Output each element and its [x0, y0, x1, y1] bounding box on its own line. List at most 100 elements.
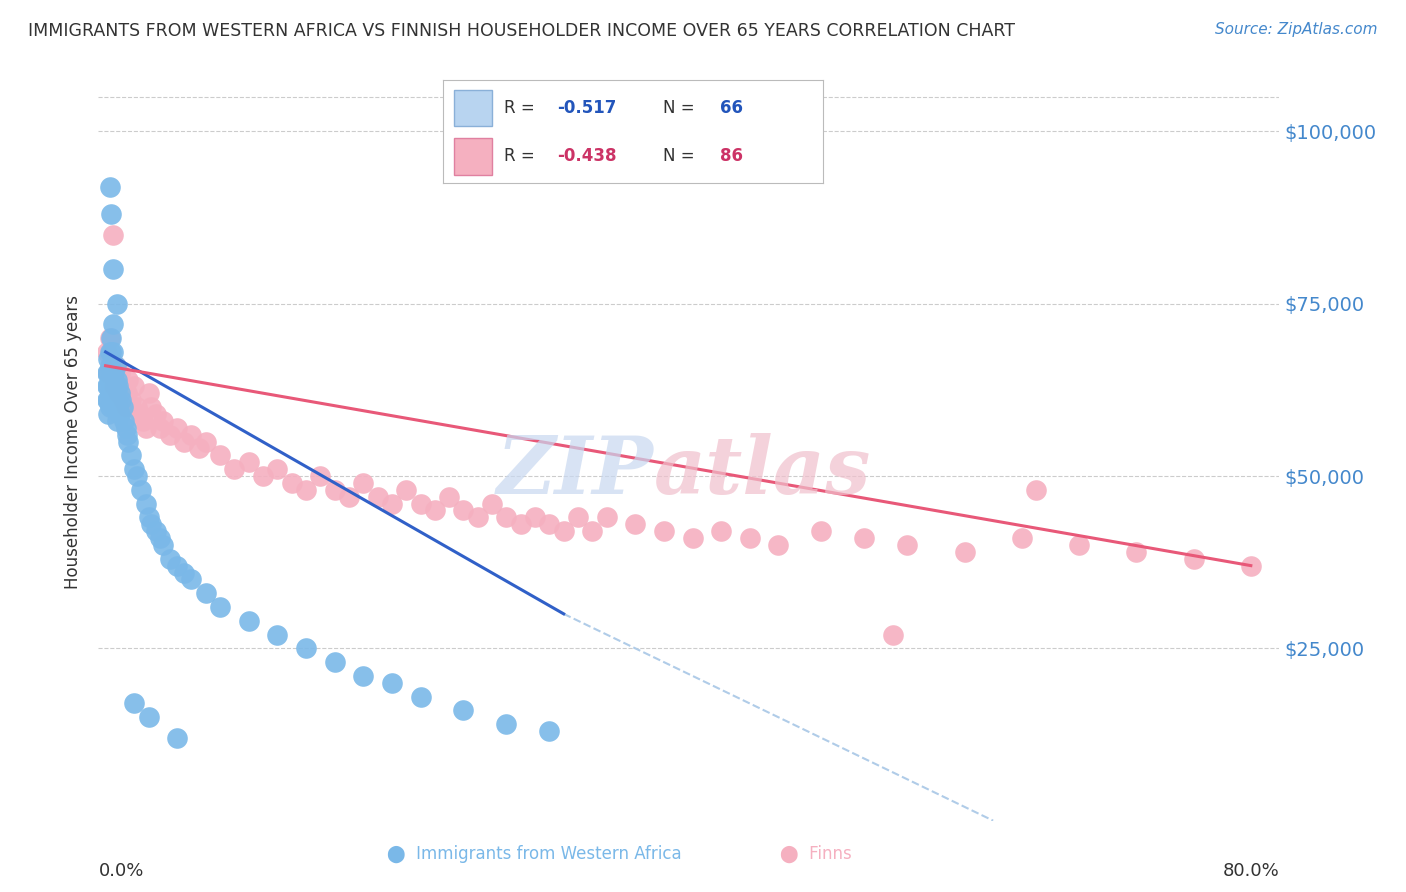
Point [98, 345, 121, 359]
Point [98, 386, 121, 401]
Point [104, 400, 127, 414]
Text: ⬤  Immigrants from Western Africa: ⬤ Immigrants from Western Africa [387, 846, 682, 863]
Point [120, 448, 142, 462]
Point [567, 510, 589, 524]
Point [101, 393, 124, 408]
Point [101, 345, 124, 359]
Point [107, 386, 129, 401]
Point [115, 386, 138, 401]
Point [352, 669, 374, 683]
Point [538, 517, 561, 532]
Point [682, 531, 704, 545]
Text: N =: N = [664, 147, 700, 165]
Point [103, 400, 125, 414]
Point [97, 393, 120, 408]
Point [367, 490, 389, 504]
Point [97, 379, 120, 393]
Point [152, 538, 174, 552]
Point [145, 407, 167, 421]
Point [131, 483, 153, 497]
Point [129, 407, 152, 421]
Point [98, 331, 121, 345]
Point [581, 524, 603, 538]
Point [101, 366, 124, 380]
Point [108, 386, 131, 401]
Text: IMMIGRANTS FROM WESTERN AFRICA VS FINNISH HOUSEHOLDER INCOME OVER 65 YEARS CORRE: IMMIGRANTS FROM WESTERN AFRICA VS FINNIS… [28, 22, 1015, 40]
Point [323, 483, 346, 497]
Point [122, 697, 145, 711]
Point [652, 524, 675, 538]
Point [953, 545, 976, 559]
Point [1240, 558, 1263, 573]
Point [423, 503, 446, 517]
Point [149, 531, 172, 545]
Point [337, 490, 360, 504]
Point [108, 366, 131, 380]
Point [624, 517, 647, 532]
Point [180, 573, 202, 587]
Text: ⬤  Finns: ⬤ Finns [779, 846, 852, 863]
Point [100, 351, 122, 366]
Point [135, 421, 157, 435]
Text: -0.517: -0.517 [557, 99, 616, 117]
Text: -0.438: -0.438 [557, 147, 616, 165]
Point [180, 427, 202, 442]
Point [768, 538, 790, 552]
Text: 0.0%: 0.0% [98, 863, 143, 880]
Point [738, 531, 761, 545]
Bar [454, 89, 492, 127]
Point [323, 655, 346, 669]
Point [395, 483, 418, 497]
Point [105, 372, 128, 386]
Point [103, 366, 125, 380]
Point [409, 690, 432, 704]
Point [409, 497, 432, 511]
Point [266, 462, 288, 476]
Point [481, 497, 503, 511]
Point [252, 469, 274, 483]
Point [149, 421, 172, 435]
Point [104, 359, 127, 373]
Point [509, 517, 531, 532]
Point [125, 400, 148, 414]
Point [209, 599, 232, 614]
Text: N =: N = [664, 99, 700, 117]
Point [166, 558, 188, 573]
Point [110, 393, 132, 408]
Point [107, 400, 129, 414]
Point [97, 407, 120, 421]
Text: R =: R = [503, 99, 540, 117]
Point [101, 262, 124, 277]
Point [98, 179, 121, 194]
Point [105, 372, 128, 386]
Point [238, 455, 260, 469]
Point [159, 427, 181, 442]
Y-axis label: Householder Income Over 65 years: Householder Income Over 65 years [65, 294, 83, 589]
Text: 80.0%: 80.0% [1223, 863, 1279, 880]
Point [238, 614, 260, 628]
Point [105, 414, 128, 428]
Point [98, 372, 121, 386]
Point [114, 421, 136, 435]
Point [107, 379, 129, 393]
Point [96, 366, 118, 380]
Point [381, 675, 404, 690]
Point [266, 627, 288, 641]
Point [104, 379, 127, 393]
Point [194, 586, 217, 600]
Point [524, 510, 547, 524]
Point [710, 524, 733, 538]
Point [96, 379, 118, 393]
Point [453, 703, 475, 717]
Point [122, 379, 145, 393]
Point [173, 434, 195, 449]
Point [138, 710, 160, 724]
Point [152, 414, 174, 428]
Point [105, 296, 128, 310]
Point [538, 724, 561, 739]
Point [100, 207, 122, 221]
Point [110, 379, 132, 393]
Point [138, 386, 160, 401]
Point [882, 627, 904, 641]
Text: 86: 86 [720, 147, 742, 165]
